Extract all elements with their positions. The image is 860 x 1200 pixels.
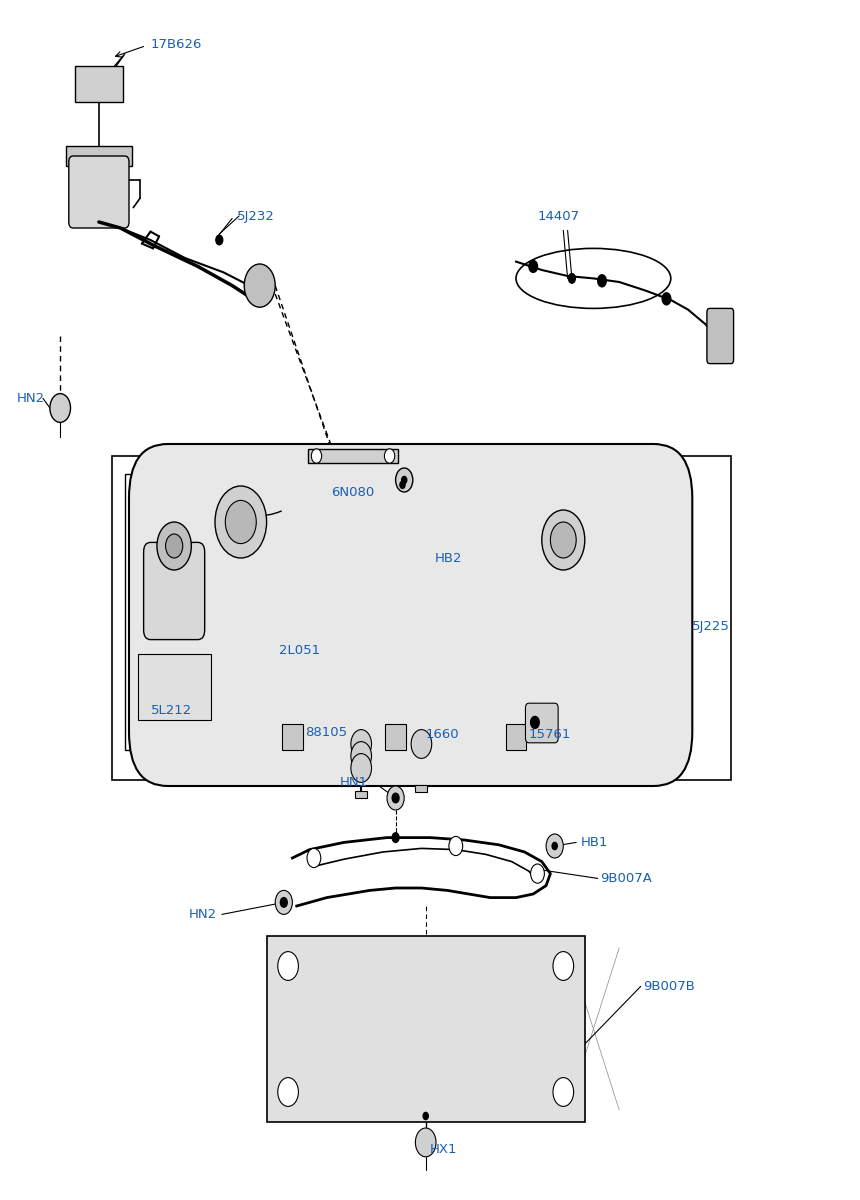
Circle shape: [193, 670, 200, 679]
Circle shape: [550, 522, 576, 558]
Circle shape: [153, 682, 160, 691]
Text: 6N080: 6N080: [331, 486, 374, 498]
Circle shape: [281, 899, 286, 906]
Circle shape: [553, 952, 574, 980]
Circle shape: [216, 235, 223, 245]
Bar: [385, 724, 406, 750]
Circle shape: [184, 667, 191, 677]
Circle shape: [423, 1112, 428, 1120]
Bar: [125, 474, 310, 750]
Text: HN2: HN2: [17, 392, 46, 404]
Circle shape: [400, 481, 405, 488]
Circle shape: [307, 848, 321, 868]
Circle shape: [449, 836, 463, 856]
FancyBboxPatch shape: [129, 444, 692, 786]
Circle shape: [662, 293, 671, 305]
Circle shape: [393, 794, 398, 802]
Circle shape: [384, 449, 395, 463]
Bar: [506, 724, 526, 750]
Text: 17B626: 17B626: [150, 38, 202, 50]
Circle shape: [552, 842, 557, 850]
Circle shape: [396, 468, 413, 492]
Circle shape: [163, 682, 170, 691]
Circle shape: [568, 274, 575, 283]
FancyBboxPatch shape: [69, 156, 129, 228]
Bar: [138, 654, 211, 720]
Text: 15761: 15761: [529, 728, 571, 740]
Bar: [415, 785, 427, 792]
Bar: [308, 449, 398, 463]
Bar: [112, 456, 731, 780]
Bar: [75, 66, 123, 102]
Circle shape: [278, 1078, 298, 1106]
Text: HB2: HB2: [434, 552, 462, 564]
Text: HN1: HN1: [340, 776, 368, 788]
Text: 1660: 1660: [426, 728, 459, 740]
Circle shape: [275, 890, 292, 914]
Circle shape: [531, 864, 544, 883]
Text: 5J232: 5J232: [237, 210, 274, 222]
Circle shape: [174, 667, 181, 677]
Circle shape: [392, 793, 399, 803]
Circle shape: [143, 667, 150, 677]
Circle shape: [50, 394, 71, 422]
Bar: [282, 724, 303, 750]
Bar: [66, 146, 132, 166]
Circle shape: [531, 716, 539, 728]
Circle shape: [351, 754, 372, 782]
Circle shape: [153, 667, 160, 677]
Circle shape: [351, 730, 372, 758]
Circle shape: [311, 449, 322, 463]
Circle shape: [387, 786, 404, 810]
Circle shape: [546, 834, 563, 858]
FancyBboxPatch shape: [525, 703, 558, 743]
Circle shape: [280, 898, 287, 907]
FancyBboxPatch shape: [144, 542, 205, 640]
Circle shape: [278, 952, 298, 980]
Circle shape: [165, 534, 182, 558]
Text: solderma
c a r  p a r t s: solderma c a r p a r t s: [181, 523, 472, 629]
Text: HB1: HB1: [580, 836, 608, 848]
Circle shape: [542, 510, 585, 570]
Text: 9B007B: 9B007B: [643, 980, 695, 992]
Bar: [355, 791, 367, 798]
Bar: [267, 936, 585, 1122]
Circle shape: [351, 742, 372, 770]
Circle shape: [244, 264, 275, 307]
Text: 14407: 14407: [538, 210, 580, 222]
Circle shape: [411, 730, 432, 758]
Circle shape: [225, 500, 256, 544]
FancyBboxPatch shape: [707, 308, 734, 364]
Text: 2L051: 2L051: [280, 644, 321, 656]
Text: 9B007A: 9B007A: [600, 872, 652, 884]
Circle shape: [402, 476, 407, 484]
Circle shape: [174, 682, 181, 691]
Circle shape: [598, 275, 606, 287]
Circle shape: [415, 1128, 436, 1157]
Text: HN2: HN2: [189, 908, 218, 920]
Text: 5J225: 5J225: [692, 620, 730, 632]
Circle shape: [163, 667, 170, 677]
Circle shape: [157, 522, 191, 570]
Text: 5L212: 5L212: [150, 704, 192, 716]
Circle shape: [184, 682, 191, 691]
Circle shape: [199, 679, 206, 689]
Circle shape: [143, 682, 150, 691]
Text: 88105: 88105: [305, 726, 347, 738]
Circle shape: [529, 260, 538, 272]
Circle shape: [215, 486, 267, 558]
Circle shape: [553, 1078, 574, 1106]
Circle shape: [392, 833, 399, 842]
Text: HX1: HX1: [430, 1144, 458, 1156]
